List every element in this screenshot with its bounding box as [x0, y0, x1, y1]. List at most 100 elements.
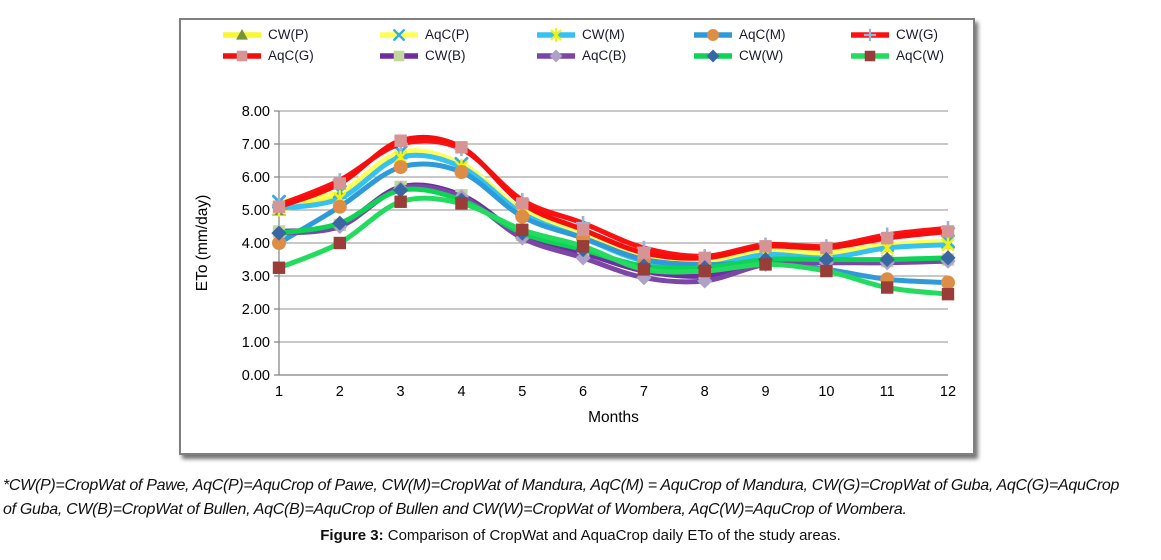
x-tick-label: 10	[818, 384, 834, 400]
legend-item-CW(G): CW(G)	[849, 24, 1006, 45]
x-tick-label: 8	[701, 384, 709, 400]
square-marker	[637, 263, 651, 276]
figure-caption-text: Comparison of CropWat and AquaCrop daily…	[383, 527, 841, 544]
y-tick-label: 8.00	[242, 104, 270, 120]
diamond-marker	[636, 270, 652, 286]
legend-label: CW(G)	[896, 27, 938, 42]
x-tick-label: 11	[880, 384, 895, 400]
line-chart: 0.001.002.003.004.005.006.007.008.001 2 3 4…	[194, 104, 956, 426]
chart-legend: CW(P) AqC(P) CW(M) AqC(M) CW(G) AqC(G) CW(B) Aq…	[221, 24, 1006, 66]
asterisk-marker	[941, 236, 955, 254]
legend-label: AqC(M)	[739, 27, 786, 42]
circle-marker	[941, 275, 955, 290]
y-tick-label: 2.00	[242, 302, 270, 318]
circle-marker	[393, 160, 408, 175]
legend-label: AqC(B)	[582, 48, 627, 63]
circle-marker	[515, 209, 530, 224]
square-marker	[394, 195, 407, 208]
square-marker	[393, 50, 405, 61]
legend-item-CW(B): CW(B)	[378, 45, 535, 66]
triangle-marker	[236, 28, 248, 40]
diamond-marker	[332, 215, 348, 231]
x-tick-label: 2	[336, 384, 344, 400]
diamond-marker	[549, 49, 563, 62]
legend-label: AqC(P)	[425, 27, 470, 42]
square-marker	[272, 261, 286, 274]
asterisk-marker	[550, 27, 562, 42]
square-marker	[333, 177, 347, 190]
legend-swatch	[851, 50, 889, 61]
y-tick-label: 3.00	[242, 269, 270, 285]
square-marker	[880, 281, 894, 294]
legend-label: AqC(G)	[268, 48, 314, 63]
square-marker	[941, 287, 955, 301]
legend-swatch	[380, 50, 418, 61]
legend-item-AqC(G): AqC(G)	[221, 45, 378, 66]
square-marker	[394, 134, 407, 147]
figure-caption: Figure 3: Comparison of CropWat and Aqua…	[3, 527, 1158, 544]
x-tick-label: 7	[640, 384, 648, 400]
square-marker	[576, 240, 590, 253]
x-axis-title: Months	[588, 409, 639, 426]
diamond-marker	[271, 225, 287, 241]
square-marker	[455, 197, 468, 210]
circle-marker	[332, 199, 347, 214]
diamond-marker	[940, 250, 956, 266]
circle-marker	[272, 236, 286, 250]
legend-label: CW(B)	[425, 48, 466, 63]
y-axis-title: ETo (mm/day)	[194, 195, 211, 291]
legend-label: CW(P)	[268, 27, 309, 42]
square-marker	[698, 251, 711, 265]
legend-item-CW(M): CW(M)	[535, 24, 692, 45]
legend-swatch	[380, 28, 418, 41]
legend-label: CW(W)	[739, 48, 784, 63]
square-marker	[864, 50, 876, 61]
legend-label: CW(M)	[582, 27, 625, 42]
legend-swatch	[537, 49, 575, 62]
x-tick-label: 3	[397, 384, 405, 400]
square-marker	[880, 231, 894, 245]
legend-swatch	[851, 28, 889, 41]
legend-label: AqC(W)	[896, 48, 944, 63]
x-tick-label: 12	[940, 384, 956, 400]
y-tick-label: 4.00	[242, 236, 270, 252]
legend-swatch	[223, 28, 261, 40]
circle-marker	[707, 28, 719, 41]
legend-swatch	[223, 50, 261, 61]
square-marker	[941, 225, 955, 238]
square-marker	[698, 264, 711, 278]
diamond-marker	[879, 251, 895, 268]
y-tick-label: 6.00	[242, 170, 270, 186]
x-tick-label: 4	[457, 384, 465, 400]
x-marker	[393, 28, 405, 41]
legend-item-CW(W): CW(W)	[692, 45, 849, 66]
legend-swatch	[694, 49, 732, 62]
plus-marker	[863, 28, 877, 41]
square-marker	[455, 141, 468, 154]
square-marker	[236, 50, 248, 61]
legend-item-AqC(M): AqC(M)	[692, 24, 849, 45]
square-marker	[820, 264, 833, 278]
chart-figure: CW(P) AqC(P) CW(M) AqC(M) CW(G) AqC(G) CW(B) Aq…	[179, 18, 975, 455]
y-tick-label: 5.00	[242, 203, 270, 219]
diamond-marker	[697, 273, 713, 289]
legend-item-CW(P): CW(P)	[221, 24, 378, 45]
x-tick-label: 5	[518, 384, 526, 400]
square-marker	[820, 241, 833, 255]
diamond-marker	[818, 251, 834, 268]
square-marker	[637, 246, 651, 260]
figure-caption-label: Figure 3:	[320, 527, 384, 544]
square-marker	[759, 240, 772, 253]
y-tick-label: 1.00	[242, 335, 270, 351]
square-marker	[333, 236, 347, 250]
circle-marker	[454, 165, 469, 180]
x-tick-label: 1	[275, 384, 283, 400]
square-marker	[576, 223, 590, 236]
x-tick-label: 9	[761, 384, 769, 400]
figure-caption-block: *CW(P)=CropWat of Pawe, AqC(P)=AquCrop o…	[0, 474, 1161, 544]
square-marker	[272, 200, 286, 213]
legend-item-AqC(B): AqC(B)	[535, 45, 692, 66]
square-marker	[759, 258, 772, 271]
y-tick-label: 7.00	[242, 137, 270, 153]
